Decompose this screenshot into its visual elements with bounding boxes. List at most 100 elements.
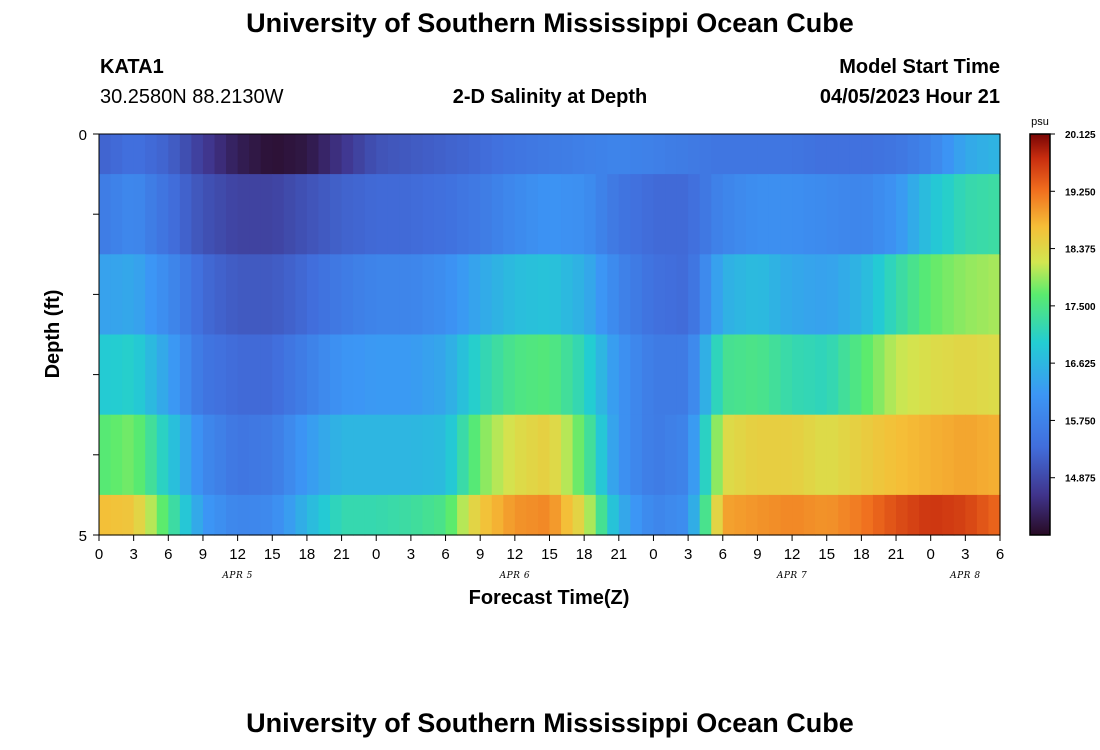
heatmap-cell	[976, 134, 990, 175]
heatmap-cell	[838, 414, 851, 496]
x-tick-label: 9	[199, 546, 207, 563]
x-tick-label: 0	[649, 546, 657, 563]
station-coordinates: 30.2580N 88.2130W	[100, 86, 284, 108]
colorbar-gradient	[1029, 133, 1051, 536]
heatmap-cell	[815, 174, 828, 255]
heatmap-cell	[988, 254, 1001, 336]
heatmap-cell	[168, 174, 181, 255]
heatmap-cell	[815, 334, 828, 416]
heatmap-cell	[387, 334, 400, 416]
heatmap-cell	[838, 494, 851, 536]
heatmap-cell	[122, 174, 135, 255]
heatmap-cell	[768, 414, 782, 496]
heatmap-cell	[422, 414, 435, 496]
heatmap-cell	[734, 414, 747, 496]
heatmap-cell	[260, 334, 273, 416]
x-tick-label: 6	[719, 546, 727, 563]
heatmap-cell	[849, 174, 862, 255]
heatmap-cell	[387, 494, 400, 536]
heatmap-cell	[249, 334, 262, 416]
heatmap-cell	[364, 334, 377, 416]
heatmap-cell	[561, 254, 574, 336]
heatmap-cell	[433, 334, 447, 416]
date-label: APR 7	[776, 571, 807, 581]
heatmap-cell	[872, 494, 886, 536]
heatmap-cell	[145, 414, 158, 496]
heatmap-cell	[653, 134, 666, 175]
heatmap-cell	[249, 174, 262, 255]
heatmap-cell	[445, 134, 458, 175]
heatmap-cell	[353, 414, 366, 496]
heatmap-cell	[364, 134, 377, 175]
heatmap-cell	[768, 494, 782, 536]
heatmap-cell	[630, 414, 643, 496]
date-label: APR 6	[499, 571, 530, 581]
heatmap-cell	[133, 254, 146, 336]
heatmap-cell	[306, 174, 320, 255]
heatmap-cell	[353, 254, 366, 336]
heatmap-cell	[318, 174, 331, 255]
heatmap-cell	[283, 134, 296, 175]
heatmap-cell	[757, 134, 770, 175]
heatmap-cell	[734, 334, 747, 416]
heatmap-cell	[179, 174, 193, 255]
heatmap-cell	[711, 494, 724, 536]
heatmap-cell	[942, 414, 955, 496]
heatmap-cell	[457, 494, 470, 536]
heatmap-cell	[272, 134, 285, 175]
date-label: APR 5	[221, 571, 252, 581]
heatmap-cell	[226, 254, 239, 336]
x-tick-label: 3	[961, 546, 969, 563]
heatmap-cell	[699, 174, 712, 255]
heatmap-cells	[99, 134, 1001, 536]
heatmap-cell	[907, 494, 920, 536]
heatmap-cell	[226, 494, 239, 536]
heatmap-cell	[202, 134, 216, 175]
heatmap-cell	[422, 494, 435, 536]
heatmap-cell	[237, 334, 250, 416]
heatmap-cell	[815, 254, 828, 336]
heatmap-cell	[676, 414, 689, 496]
heatmap-cell	[491, 334, 504, 416]
heatmap-cell	[676, 494, 689, 536]
heatmap-cell	[676, 334, 689, 416]
heatmap-cell	[364, 494, 377, 536]
heatmap-cell	[988, 134, 1001, 175]
heatmap-cell	[953, 174, 966, 255]
heatmap-cell	[526, 494, 539, 536]
heatmap-cell	[260, 254, 273, 336]
heatmap-cell	[572, 174, 585, 255]
heatmap-cell	[861, 254, 874, 336]
heatmap-cell	[376, 254, 389, 336]
heatmap-cell	[884, 174, 897, 255]
heatmap-cell	[711, 254, 724, 336]
heatmap-cell	[226, 334, 239, 416]
heatmap-cell	[445, 254, 458, 336]
x-tick-label: 15	[541, 546, 558, 563]
heatmap-cell	[122, 414, 135, 496]
heatmap-cell	[757, 334, 770, 416]
heatmap-cell	[168, 494, 181, 536]
heatmap-cell	[561, 494, 574, 536]
heatmap-cell	[699, 334, 712, 416]
heatmap-cell	[295, 174, 308, 255]
heatmap-cell	[387, 174, 400, 255]
heatmap-cell	[930, 134, 943, 175]
heatmap-cell	[561, 334, 574, 416]
heatmap-cell	[156, 254, 169, 336]
heatmap-cell	[376, 174, 389, 255]
heatmap-cell	[549, 494, 562, 536]
heatmap-cell	[607, 254, 620, 336]
heatmap-cell	[688, 334, 701, 416]
heatmap-cell	[226, 414, 239, 496]
heatmap-cell	[907, 254, 920, 336]
x-axis: 0 3 6 9 12 15 18 21 0 3 6 9 12 15 18 21 0 3 6 9 12 15 18 21 0 3 6 A…	[95, 535, 1004, 581]
heatmap-cell	[872, 254, 886, 336]
heatmap-cell	[422, 254, 435, 336]
x-tick-label: 18	[299, 546, 316, 563]
heatmap-cell	[364, 174, 377, 255]
heatmap-cell	[480, 334, 493, 416]
heatmap-cell	[283, 494, 296, 536]
heatmap-cell	[514, 494, 527, 536]
heatmap-cell	[965, 174, 978, 255]
